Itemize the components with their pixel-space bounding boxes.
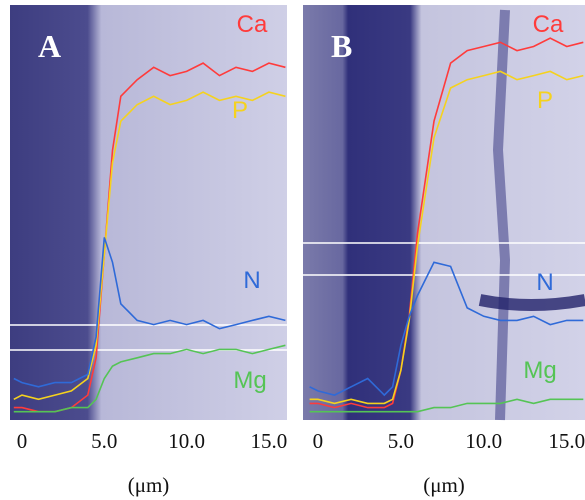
x-tick-label: 10.0 — [465, 429, 502, 453]
data-line — [13, 91, 286, 401]
data-line — [309, 261, 584, 397]
series-label: N — [536, 269, 553, 296]
data-line — [309, 37, 584, 409]
x-tick-label: 5.0 — [388, 429, 414, 453]
series-label: N — [243, 267, 260, 294]
x-axis-label: (μm) — [423, 473, 465, 497]
series-label: Mg — [233, 367, 266, 394]
x-tick-label: 15.0 — [251, 429, 288, 453]
x-tick-label: 0 — [313, 429, 324, 453]
series-label: Ca — [237, 11, 268, 38]
series-label: Mg — [523, 357, 556, 384]
x-axis-label: (μm) — [128, 473, 170, 497]
x-tick-label: 5.0 — [91, 429, 117, 453]
micrograph — [10, 5, 287, 420]
data-line — [13, 344, 286, 413]
series-label: P — [537, 87, 553, 114]
streak — [478, 294, 585, 311]
series-label: P — [232, 97, 248, 124]
x-tick-label: 0 — [17, 429, 28, 453]
data-line — [309, 70, 584, 405]
x-tick-label: 15.0 — [548, 429, 585, 453]
series-label: Ca — [533, 11, 564, 38]
panel-label: B — [331, 28, 352, 64]
data-line — [13, 237, 286, 388]
panel-label: A — [38, 28, 61, 64]
data-line — [309, 398, 584, 413]
x-tick-label: 10.0 — [168, 429, 205, 453]
streak — [492, 9, 511, 421]
